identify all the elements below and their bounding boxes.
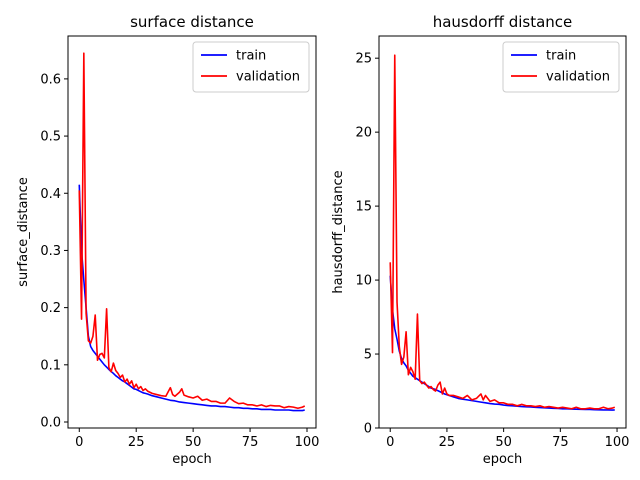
- y-axis-title: surface_distance: [16, 177, 31, 287]
- y-tick-label: 25: [355, 52, 372, 67]
- x-tick-label: 50: [495, 435, 512, 450]
- chart-panel-2: 0 25 50 75 100 0 5 10 15 20 25 hausdorff distance ep…: [331, 13, 629, 467]
- legend-label-train: train: [546, 49, 576, 64]
- series-line-validation: [78, 52, 306, 410]
- y-tick-label: 20: [355, 126, 372, 141]
- y-tick-label: 10: [355, 274, 372, 289]
- legend: train validation: [192, 41, 310, 93]
- legend: train validation: [502, 41, 620, 93]
- y-tick-label: 15: [355, 200, 372, 215]
- y-tick-label: 0.3: [40, 244, 61, 259]
- y-axis-title: hausdorff_distance: [331, 170, 346, 293]
- y-tick-label: 0.5: [40, 130, 61, 145]
- plot-frame: [67, 35, 317, 429]
- x-tick-label: 75: [242, 435, 259, 450]
- x-axis-title: epoch: [483, 452, 523, 467]
- plot-frame: [378, 35, 627, 429]
- series-line-validation: [389, 54, 616, 410]
- y-tick-label: 0.4: [40, 187, 61, 202]
- x-tick-label: 100: [605, 435, 630, 450]
- x-tick-label: 50: [185, 435, 202, 450]
- series-line-train: [78, 184, 305, 412]
- legend-label-validation: validation: [236, 70, 300, 85]
- chart-panel-1: 0 25 50 75 100 0.0 0.1 0.2 0.3 0.4 0.5 0.6 surface d…: [16, 13, 319, 467]
- x-tick-label: 75: [552, 435, 569, 450]
- y-tick-label: 0: [364, 422, 372, 437]
- series-line-train: [389, 275, 615, 411]
- y-tick-label: 0.2: [40, 301, 61, 316]
- chart-title: surface distance: [130, 13, 254, 31]
- x-tick-label: 100: [295, 435, 320, 450]
- x-axis-title: epoch: [172, 452, 212, 467]
- x-tick-label: 25: [128, 435, 145, 450]
- x-tick-label: 0: [75, 435, 83, 450]
- chart-title: hausdorff distance: [433, 13, 573, 31]
- x-tick-label: 0: [386, 435, 394, 450]
- y-tick-label: 5: [364, 348, 372, 363]
- legend-label-validation: validation: [546, 70, 610, 85]
- x-tick-label: 25: [439, 435, 456, 450]
- y-tick-label: 0.1: [40, 358, 61, 373]
- y-tick-label: 0.0: [40, 415, 61, 430]
- y-tick-label: 0.6: [40, 72, 61, 87]
- legend-label-train: train: [236, 49, 266, 64]
